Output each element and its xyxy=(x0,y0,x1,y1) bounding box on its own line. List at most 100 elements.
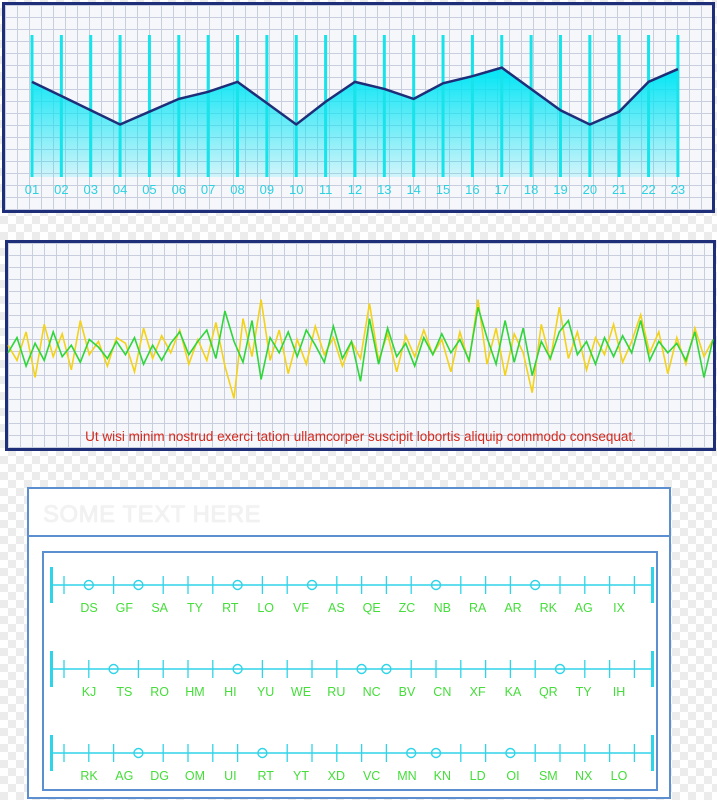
timeline-marker xyxy=(505,747,516,759)
timeline-panel: SOME TEXT HERE DS GF SA TY RT LO VF AS QE ZC NB RA A… xyxy=(27,487,671,799)
timeline-label: AG xyxy=(575,601,593,615)
bar-10 xyxy=(294,35,298,177)
bar-15 xyxy=(441,35,445,177)
timeline-label: VF xyxy=(293,601,309,615)
timeline-label: OI xyxy=(506,769,519,783)
timeline-marker xyxy=(381,663,392,675)
x-tick-label: 08 xyxy=(230,182,244,197)
timeline-marker xyxy=(133,579,144,591)
timeline-row-2: KJ TS RO HM HI YU WE RU NC BV CN XF KA QR TY IH xyxy=(50,651,654,699)
bar-11 xyxy=(324,35,328,177)
bar-06 xyxy=(177,35,181,177)
bar-16 xyxy=(470,35,474,177)
bar-13 xyxy=(382,35,386,177)
timeline-label: TY xyxy=(187,601,204,615)
timeline-row-3: RK AG DG OM UI RT YT XD VC MN KN LD OI SM NX LO xyxy=(50,735,654,783)
x-tick-label: 04 xyxy=(113,182,127,197)
bar-07 xyxy=(206,35,210,177)
timeline-label: UI xyxy=(224,769,237,783)
timeline-marker xyxy=(232,579,243,591)
timeline-marker xyxy=(406,747,417,759)
timeline-label: AS xyxy=(328,601,345,615)
x-tick-label: 19 xyxy=(553,182,567,197)
timeline-label: GF xyxy=(116,601,134,615)
timeline-svg: DS GF SA TY RT LO VF AS QE ZC NB RA AR RK AG IX KJ TS RO HM… xyxy=(50,567,654,783)
x-tick-label: 03 xyxy=(83,182,97,197)
x-tick-label: 09 xyxy=(260,182,274,197)
area-chart-svg: 01 02 03 04 05 06 07 08 09 10 11 12 13 14 15 16 17 18 19 20… xyxy=(25,35,685,197)
timeline-label: QR xyxy=(539,685,558,699)
bar-23 xyxy=(676,35,680,177)
timeline-label: YT xyxy=(293,769,309,783)
bar-01 xyxy=(30,35,34,177)
bar-18 xyxy=(529,35,533,177)
timeline-marker xyxy=(133,747,144,759)
timeline-marker xyxy=(108,663,119,675)
x-tick-label: 16 xyxy=(465,182,479,197)
timeline-label: RK xyxy=(540,601,558,615)
timeline-label: KN xyxy=(434,769,451,783)
timeline-label: ZC xyxy=(399,601,416,615)
timeline-title: SOME TEXT HERE xyxy=(43,501,262,528)
x-tick-label: 15 xyxy=(436,182,450,197)
timeline-row-1: DS GF SA TY RT LO VF AS QE ZC NB RA AR RK AG IX xyxy=(50,567,654,615)
timeline-label: BV xyxy=(399,685,416,699)
timeline-label: VC xyxy=(363,769,380,783)
bar-04 xyxy=(118,35,122,177)
timeline-label: LO xyxy=(611,769,628,783)
series-line xyxy=(31,66,679,127)
timeline-label: NX xyxy=(575,769,593,783)
x-tick-label: 11 xyxy=(319,182,333,197)
x-tick-label: 21 xyxy=(612,182,626,197)
x-tick-label: 23 xyxy=(671,182,685,197)
timeline-label: RT xyxy=(257,769,274,783)
wave-chart-panel: Ut wisi minim nostrud exerci tation ulla… xyxy=(5,240,716,451)
timeline-label: KJ xyxy=(82,685,97,699)
bar-14 xyxy=(412,35,416,177)
x-tick-label: 17 xyxy=(495,182,509,197)
timeline-label: TS xyxy=(116,685,132,699)
x-tick-label: 22 xyxy=(641,182,655,197)
bar-21 xyxy=(617,35,621,177)
x-tick-label: 12 xyxy=(348,182,362,197)
bar-20 xyxy=(588,35,592,177)
timeline-label: NB xyxy=(434,601,451,615)
timeline-marker xyxy=(83,579,94,591)
timeline-start-cap xyxy=(50,735,53,771)
series-line-green xyxy=(7,306,714,382)
timeline-label: LO xyxy=(257,601,274,615)
timeline-label: AR xyxy=(504,601,521,615)
x-tick-label: 13 xyxy=(377,182,391,197)
timeline-header: SOME TEXT HERE xyxy=(29,489,669,537)
timeline-label: HI xyxy=(224,685,237,699)
timeline-label: TY xyxy=(576,685,593,699)
bar-09 xyxy=(265,35,269,177)
timeline-label: RK xyxy=(80,769,98,783)
bar-08 xyxy=(236,35,240,177)
timeline-marker xyxy=(430,579,442,591)
x-tick-label: 20 xyxy=(583,182,597,197)
x-tick-label: 18 xyxy=(524,182,538,197)
timeline-marker xyxy=(306,579,318,591)
timeline-label: CN xyxy=(433,685,451,699)
timeline-label: AG xyxy=(115,769,133,783)
timeline-start-cap xyxy=(50,651,53,687)
bar-19 xyxy=(558,35,562,177)
timeline-label: RT xyxy=(222,601,239,615)
x-tick-label: 02 xyxy=(54,182,68,197)
x-tick-label: 07 xyxy=(201,182,215,197)
series-line-yellow xyxy=(7,299,714,399)
x-tick-label: 06 xyxy=(172,182,186,197)
x-tick-label: 10 xyxy=(289,182,303,197)
timeline-marker xyxy=(430,747,442,759)
timeline-label: RA xyxy=(469,601,487,615)
timeline-label: XD xyxy=(328,769,345,783)
timeline-marker xyxy=(554,663,566,675)
bar-17 xyxy=(500,35,504,177)
timeline-label: SA xyxy=(151,601,168,615)
timeline-end-cap xyxy=(651,735,654,771)
timeline-label: SM xyxy=(539,769,558,783)
timeline-end-cap xyxy=(651,567,654,603)
timeline-marker xyxy=(257,747,268,759)
timeline-label: OM xyxy=(185,769,205,783)
